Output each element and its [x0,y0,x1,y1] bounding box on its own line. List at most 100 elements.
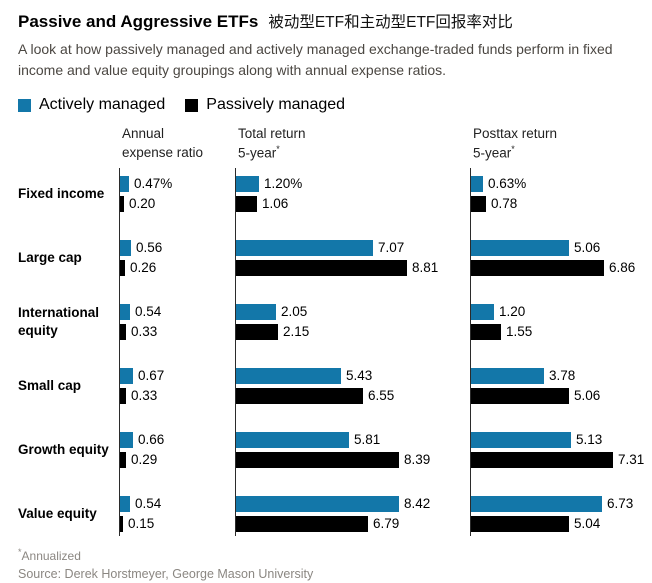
category-label: Value equity [18,506,97,522]
bar-value-passive: 0.15 [128,515,155,531]
panel-expense: 0.66 0.29 [119,423,235,488]
bar-line-active: 0.63% [471,175,652,192]
bar-passive [236,259,407,276]
chart-row-large-cap: Large cap 0.56 0.26 7.07 8.81 5.06 6.86 [0,231,652,296]
footnote-marker: * [18,546,22,557]
bar-value-passive: 6.55 [368,387,395,403]
chart-row-international-equity: International equity 0.54 0.33 2.05 2.15 1.20… [0,295,652,360]
bar-passive [120,451,126,468]
bar-active [471,303,494,320]
chart-row-value-equity: Value equity 0.54 0.15 8.42 6.79 6.73 5.04 [0,487,652,536]
panel-posttax-return: 3.78 5.06 [470,359,652,424]
annualized-marker: * [276,144,280,155]
bar-line-passive: 7.31 [471,451,652,468]
panel-expense: 0.54 0.33 [119,295,235,360]
bar-active [120,495,130,512]
bar-line-active: 7.07 [236,239,470,256]
panel-posttax-return: 5.13 7.31 [470,423,652,488]
bar-active [471,175,483,192]
category-label: International equity [18,305,100,338]
bar-active [471,367,544,384]
bar-line-passive: 0.26 [120,259,235,276]
bar-value-passive: 8.81 [412,259,439,275]
bar-line-passive: 6.86 [471,259,652,276]
bar-line-passive: 6.79 [236,515,470,532]
bar-value-active: 5.81 [354,431,381,447]
bar-value-passive: 0.78 [491,195,518,211]
bar-line-active: 5.43 [236,367,470,384]
bar-passive [471,451,613,468]
bar-active [236,175,259,192]
chart-body: Fixed income 0.47% 0.20 1.20% 1.06 0.63% 0.78 L… [0,167,652,536]
bar-value-active: 0.66 [138,431,165,447]
bar-line-passive: 8.81 [236,259,470,276]
bar-value-active: 8.42 [404,495,431,511]
bar-line-passive: 0.33 [120,323,235,340]
bar-passive [120,323,126,340]
bar-active [236,303,276,320]
bar-passive [471,259,604,276]
bar-line-active: 8.42 [236,495,470,512]
bar-active [120,175,129,192]
panel-total-return: 2.05 2.15 [235,295,470,360]
category-label: Large cap [18,250,82,266]
bar-value-passive: 7.31 [618,451,645,467]
chart-row-fixed-income: Fixed income 0.47% 0.20 1.20% 1.06 0.63% 0.78 [0,167,652,232]
bar-value-passive: 8.39 [404,451,431,467]
bar-line-passive: 2.15 [236,323,470,340]
bar-passive [471,323,501,340]
bar-value-active: 0.47% [134,175,173,191]
legend-label-actively-managed: Actively managed [39,96,166,113]
bar-value-active: 0.54 [135,495,162,511]
category-label-cell: Value equity [0,488,119,536]
bar-line-active: 6.73 [471,495,652,512]
bar-value-active: 2.05 [281,303,308,319]
category-label-cell: Large cap [0,232,119,296]
bar-active [236,431,349,448]
bar-line-passive: 1.06 [236,195,470,212]
column-header-posttax-return: Posttax return 5-year* [473,126,558,161]
bar-active [120,303,130,320]
bar-line-active: 0.54 [120,303,235,320]
bar-value-passive: 0.26 [130,259,157,275]
panel-total-return: 1.20% 1.06 [235,167,470,232]
panel-posttax-return: 1.20 1.55 [470,295,652,360]
bar-line-passive: 5.06 [471,387,652,404]
bar-passive [236,515,368,532]
bar-value-active: 5.13 [576,431,603,447]
bar-value-active: 1.20% [264,175,303,191]
legend-label-passively-managed: Passively managed [206,96,346,113]
bar-passive [471,387,569,404]
category-label-cell: Small cap [0,360,119,424]
bar-passive [120,195,124,212]
bar-active [236,367,341,384]
bar-line-passive: 0.15 [120,515,235,532]
bar-active [120,431,133,448]
bar-passive [236,195,257,212]
bar-active [471,431,571,448]
panel-posttax-return: 5.06 6.86 [470,231,652,296]
bar-line-active: 0.56 [120,239,235,256]
bar-line-passive: 8.39 [236,451,470,468]
title-line: Passive and Aggressive ETFs 被动型ETF和主动型ETF… [0,10,652,32]
panel-posttax-return: 0.63% 0.78 [470,167,652,232]
legend-swatch-passive-icon [185,98,199,112]
bar-active [120,367,133,384]
bar-line-active: 5.81 [236,431,470,448]
bar-value-passive: 0.33 [131,323,158,339]
bar-line-passive: 0.29 [120,451,235,468]
legend-item-passively-managed: Passively managed [185,96,345,114]
panel-expense: 0.54 0.15 [119,487,235,536]
bar-line-passive: 0.20 [120,195,235,212]
footer: *Annualized Source: Derek Horstmeyer, Ge… [0,547,652,581]
bar-line-passive: 5.04 [471,515,652,532]
legend-item-actively-managed: Actively managed [18,96,165,114]
category-label: Fixed income [18,186,105,202]
bar-passive [471,515,569,532]
bar-value-passive: 1.55 [506,323,533,339]
bar-line-active: 2.05 [236,303,470,320]
bar-active [471,495,602,512]
page-title: Passive and Aggressive ETFs [18,12,259,31]
bar-value-active: 3.78 [549,367,576,383]
bar-value-active: 5.06 [574,239,601,255]
